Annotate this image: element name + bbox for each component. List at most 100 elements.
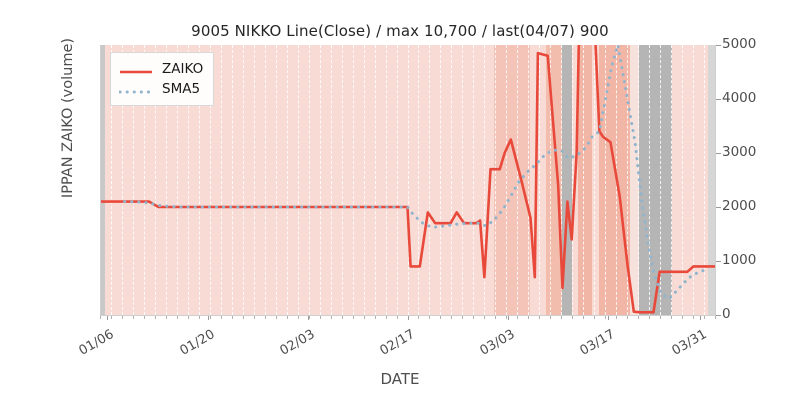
x-minor-tick-mark	[110, 316, 112, 319]
x-minor-tick-mark	[363, 316, 365, 319]
y-tick-mark	[716, 45, 721, 46]
x-minor-tick-mark	[154, 316, 156, 319]
page-title: 9005 NIKKO Line(Close) / max 10,700 / la…	[191, 22, 609, 40]
x-minor-tick-mark	[143, 316, 145, 319]
x-minor-tick-mark	[220, 316, 222, 319]
x-minor-tick-mark	[286, 316, 288, 319]
x-minor-tick-mark	[352, 316, 354, 319]
y-tick-label: 2000	[722, 198, 757, 214]
x-minor-tick-mark	[264, 316, 266, 319]
gridline-vertical	[198, 45, 201, 315]
x-minor-tick-mark	[330, 316, 332, 319]
background-band	[578, 45, 592, 315]
y-tick-mark	[716, 261, 721, 262]
x-minor-tick-mark	[539, 316, 541, 319]
x-tick-mark	[507, 316, 509, 320]
gridline-vertical	[517, 45, 519, 315]
x-minor-tick-mark	[506, 316, 508, 319]
x-minor-tick-mark	[627, 316, 629, 319]
x-minor-tick-mark	[341, 316, 343, 319]
x-tick-label: 01/20	[177, 327, 218, 359]
gridline-vertical	[187, 45, 190, 315]
x-minor-tick-mark	[275, 316, 277, 319]
gridline-vertical	[440, 45, 442, 315]
gridline-vertical	[242, 45, 245, 315]
series-line-sma5	[123, 45, 710, 301]
x-tick-label: 02/03	[277, 327, 318, 359]
gridline-vertical	[484, 45, 486, 315]
gridline-vertical	[275, 45, 278, 315]
background-band	[493, 45, 531, 315]
x-tick-mark	[107, 316, 109, 320]
background-band	[630, 45, 639, 315]
series-lines	[100, 45, 715, 314]
gridline-vertical	[561, 45, 563, 315]
background-band	[562, 45, 573, 315]
gridline-vertical	[352, 45, 355, 315]
x-minor-tick-mark	[253, 316, 255, 319]
x-tick-label: 03/03	[477, 327, 518, 359]
legend-item-zaiko[interactable]: ZAIKO	[119, 59, 203, 79]
y-tick-label: 0	[722, 306, 731, 322]
x-minor-tick-mark	[473, 316, 475, 319]
background-band	[100, 45, 105, 315]
gridline-vertical	[429, 45, 431, 315]
x-minor-tick-mark	[682, 316, 684, 319]
y-tick-label: 1000	[722, 252, 757, 268]
gridline-vertical	[594, 45, 596, 315]
x-minor-tick-mark	[484, 316, 486, 319]
gridline-vertical	[495, 45, 497, 315]
x-tick-label: 01/06	[76, 327, 117, 359]
x-minor-tick-mark	[462, 316, 464, 319]
gridline-vertical	[671, 45, 673, 315]
axis-spine-right	[715, 45, 716, 315]
gridline-vertical	[374, 45, 377, 315]
x-minor-tick-mark	[319, 316, 321, 319]
gridline-vertical	[550, 45, 552, 315]
x-tick-label: 03/31	[669, 327, 710, 359]
gridline-vertical	[297, 45, 300, 315]
gridline-vertical	[220, 45, 223, 315]
axis-spine-bottom	[100, 315, 716, 316]
gridline-vertical	[231, 45, 234, 315]
x-minor-tick-mark	[660, 316, 662, 319]
y-tick-mark	[716, 153, 721, 154]
x-minor-tick-mark	[429, 316, 431, 319]
x-tick-mark	[607, 316, 609, 320]
x-minor-tick-mark	[561, 316, 563, 319]
x-minor-tick-mark	[528, 316, 530, 319]
gridline-vertical	[462, 45, 464, 315]
x-tick-label: 02/17	[377, 327, 417, 359]
x-minor-tick-mark	[297, 316, 299, 319]
y-tick-mark	[716, 315, 721, 316]
x-minor-tick-mark	[495, 316, 497, 319]
y-axis-label: IPPAN ZAIKO (volume)	[60, 37, 76, 199]
x-minor-tick-mark	[418, 316, 420, 319]
legend-swatch-sma5	[118, 83, 154, 95]
legend-label-zaiko: ZAIKO	[162, 61, 204, 77]
gridline-vertical	[473, 45, 475, 315]
x-minor-tick-mark	[132, 316, 134, 319]
x-minor-tick-mark	[583, 316, 585, 319]
background-band	[638, 45, 672, 315]
gridline-vertical	[110, 45, 113, 315]
x-tick-mark	[307, 316, 309, 320]
gridline-vertical	[209, 45, 212, 315]
gridline-vertical	[341, 45, 344, 315]
x-minor-tick-mark	[671, 316, 673, 319]
legend-item-sma5[interactable]: SMA5	[118, 79, 203, 99]
background-band	[592, 45, 600, 315]
gridline-vertical	[330, 45, 333, 315]
gridline-vertical	[264, 45, 267, 315]
x-minor-tick-mark	[638, 316, 640, 319]
x-minor-tick-mark	[616, 316, 618, 319]
y-tick-mark	[716, 207, 721, 208]
gridline-vertical	[660, 45, 662, 315]
x-minor-tick-mark	[176, 316, 178, 319]
gridline-vertical	[539, 45, 541, 315]
gridline-vertical	[682, 45, 684, 315]
x-minor-tick-mark	[231, 316, 233, 319]
gridline-vertical	[385, 45, 388, 315]
x-minor-tick-mark	[594, 316, 596, 319]
